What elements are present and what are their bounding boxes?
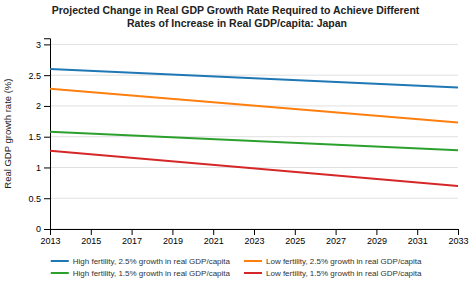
tick-label: 2.5: [28, 71, 41, 81]
tick-label: 2019: [163, 236, 183, 246]
tick-mark: [254, 229, 255, 235]
tick-label: 2029: [367, 236, 387, 246]
tick-mark: [213, 229, 214, 235]
tick: 2025: [285, 229, 305, 246]
tick-mark: [44, 167, 50, 168]
tick: 2013: [40, 229, 60, 246]
tick-label: 2033: [448, 236, 468, 246]
tick-mark: [44, 75, 50, 76]
tick: 2027: [326, 229, 346, 246]
tick-mark: [417, 229, 418, 235]
tick-mark: [44, 198, 50, 199]
series-line: [50, 132, 458, 150]
legend-item: High fertility, 1.5% growth in real GDP/…: [51, 269, 231, 278]
tick: 2015: [81, 229, 101, 246]
tick-label: 2015: [81, 236, 101, 246]
title-line: Projected Change in Real GDP Growth Rate…: [52, 4, 423, 16]
tick-mark: [376, 229, 377, 235]
tick-mark: [44, 229, 50, 230]
tick-label: 1: [36, 163, 41, 173]
tick: 2.5: [28, 71, 50, 81]
tick: 2031: [408, 229, 428, 246]
plot: 2013201520172019202120232025202720292031…: [2, 39, 469, 247]
tick: 1: [36, 163, 50, 173]
grid-line: [50, 136, 458, 137]
grid: [50, 44, 458, 229]
axis-line: [51, 230, 459, 236]
tick: 2017: [122, 229, 142, 246]
legend-swatch: [244, 272, 262, 274]
legend-item: Low fertility, 1.5% growth in real GDP/c…: [244, 269, 422, 278]
tick-label: 2013: [40, 236, 60, 246]
tick-label: 2031: [408, 236, 428, 246]
legend-label: High fertility, 1.5% growth in real GDP/…: [73, 269, 231, 278]
legend-label: High fertility, 2.5% growth in real GDP/…: [73, 257, 231, 266]
tick-label: 0: [36, 224, 41, 234]
tick: 2033: [448, 229, 468, 246]
tick-mark: [295, 229, 296, 235]
legend-label: Low fertility, 1.5% growth in real GDP/c…: [266, 269, 422, 278]
legend-swatch: [244, 260, 262, 262]
legend-item: High fertility, 2.5% growth in real GDP/…: [51, 257, 231, 266]
x-axis: 2013 2015 2017 2019 2021 2023 2025 2027 2029 2031…: [40, 229, 468, 246]
tick-mark: [44, 106, 50, 107]
tick: 2021: [204, 229, 224, 246]
tick: 2019: [163, 229, 183, 246]
tick-label: 2017: [122, 236, 142, 246]
legend: High fertility, 2.5% growth in real GDP/…: [51, 257, 422, 278]
grid-line: [50, 198, 458, 199]
tick: 0.5: [28, 194, 50, 204]
tick-mark: [132, 229, 133, 235]
tick-label: 2021: [204, 236, 224, 246]
tick-label: 2023: [244, 236, 264, 246]
tick: 1.5: [28, 132, 50, 142]
legend-item: Low fertility, 2.5% growth in real GDP/c…: [244, 257, 422, 266]
y-axis: 0 0.5 1 1.5 2 2.5 3: [28, 39, 50, 235]
title: Projected Change in Real GDP Growth Rate…: [52, 4, 423, 29]
grid-line: [50, 75, 458, 76]
tick-label: 2025: [285, 236, 305, 246]
tick-label: 0.5: [28, 194, 41, 204]
tick-mark: [91, 229, 92, 235]
tick-mark: [336, 229, 337, 235]
tick: 2023: [244, 229, 264, 246]
legend-label: Low fertility, 2.5% growth in real GDP/c…: [266, 257, 422, 266]
legend-swatch: [51, 260, 69, 262]
chart-container: Projected Change in Real GDP Growth Rate…: [0, 0, 474, 281]
tick-label: 2: [36, 101, 41, 111]
tick: 2029: [367, 229, 387, 246]
tick-mark: [458, 229, 459, 235]
grid-line: [50, 44, 458, 45]
title-line: Rates of Increase in Real GDP/capita: Ja…: [127, 17, 347, 29]
tick: 2: [36, 101, 50, 111]
tick-mark: [172, 229, 173, 235]
axis-line: [44, 39, 51, 230]
series-line: [50, 89, 458, 123]
y-axis-title: Real GDP growth rate (%): [2, 79, 13, 189]
tick-label: 1.5: [28, 132, 41, 142]
tick: 0: [36, 224, 50, 234]
chart: Projected Change in Real GDP Growth Rate…: [0, 0, 474, 281]
legend-swatch: [51, 272, 69, 274]
series-line: [50, 151, 458, 186]
series-line: [50, 69, 458, 87]
tick-mark: [44, 137, 50, 138]
tick-mark: [44, 44, 50, 45]
tick-label: 2027: [326, 236, 346, 246]
tick-label: 3: [36, 40, 41, 50]
tick: 3: [36, 40, 50, 50]
lines: [50, 69, 458, 186]
